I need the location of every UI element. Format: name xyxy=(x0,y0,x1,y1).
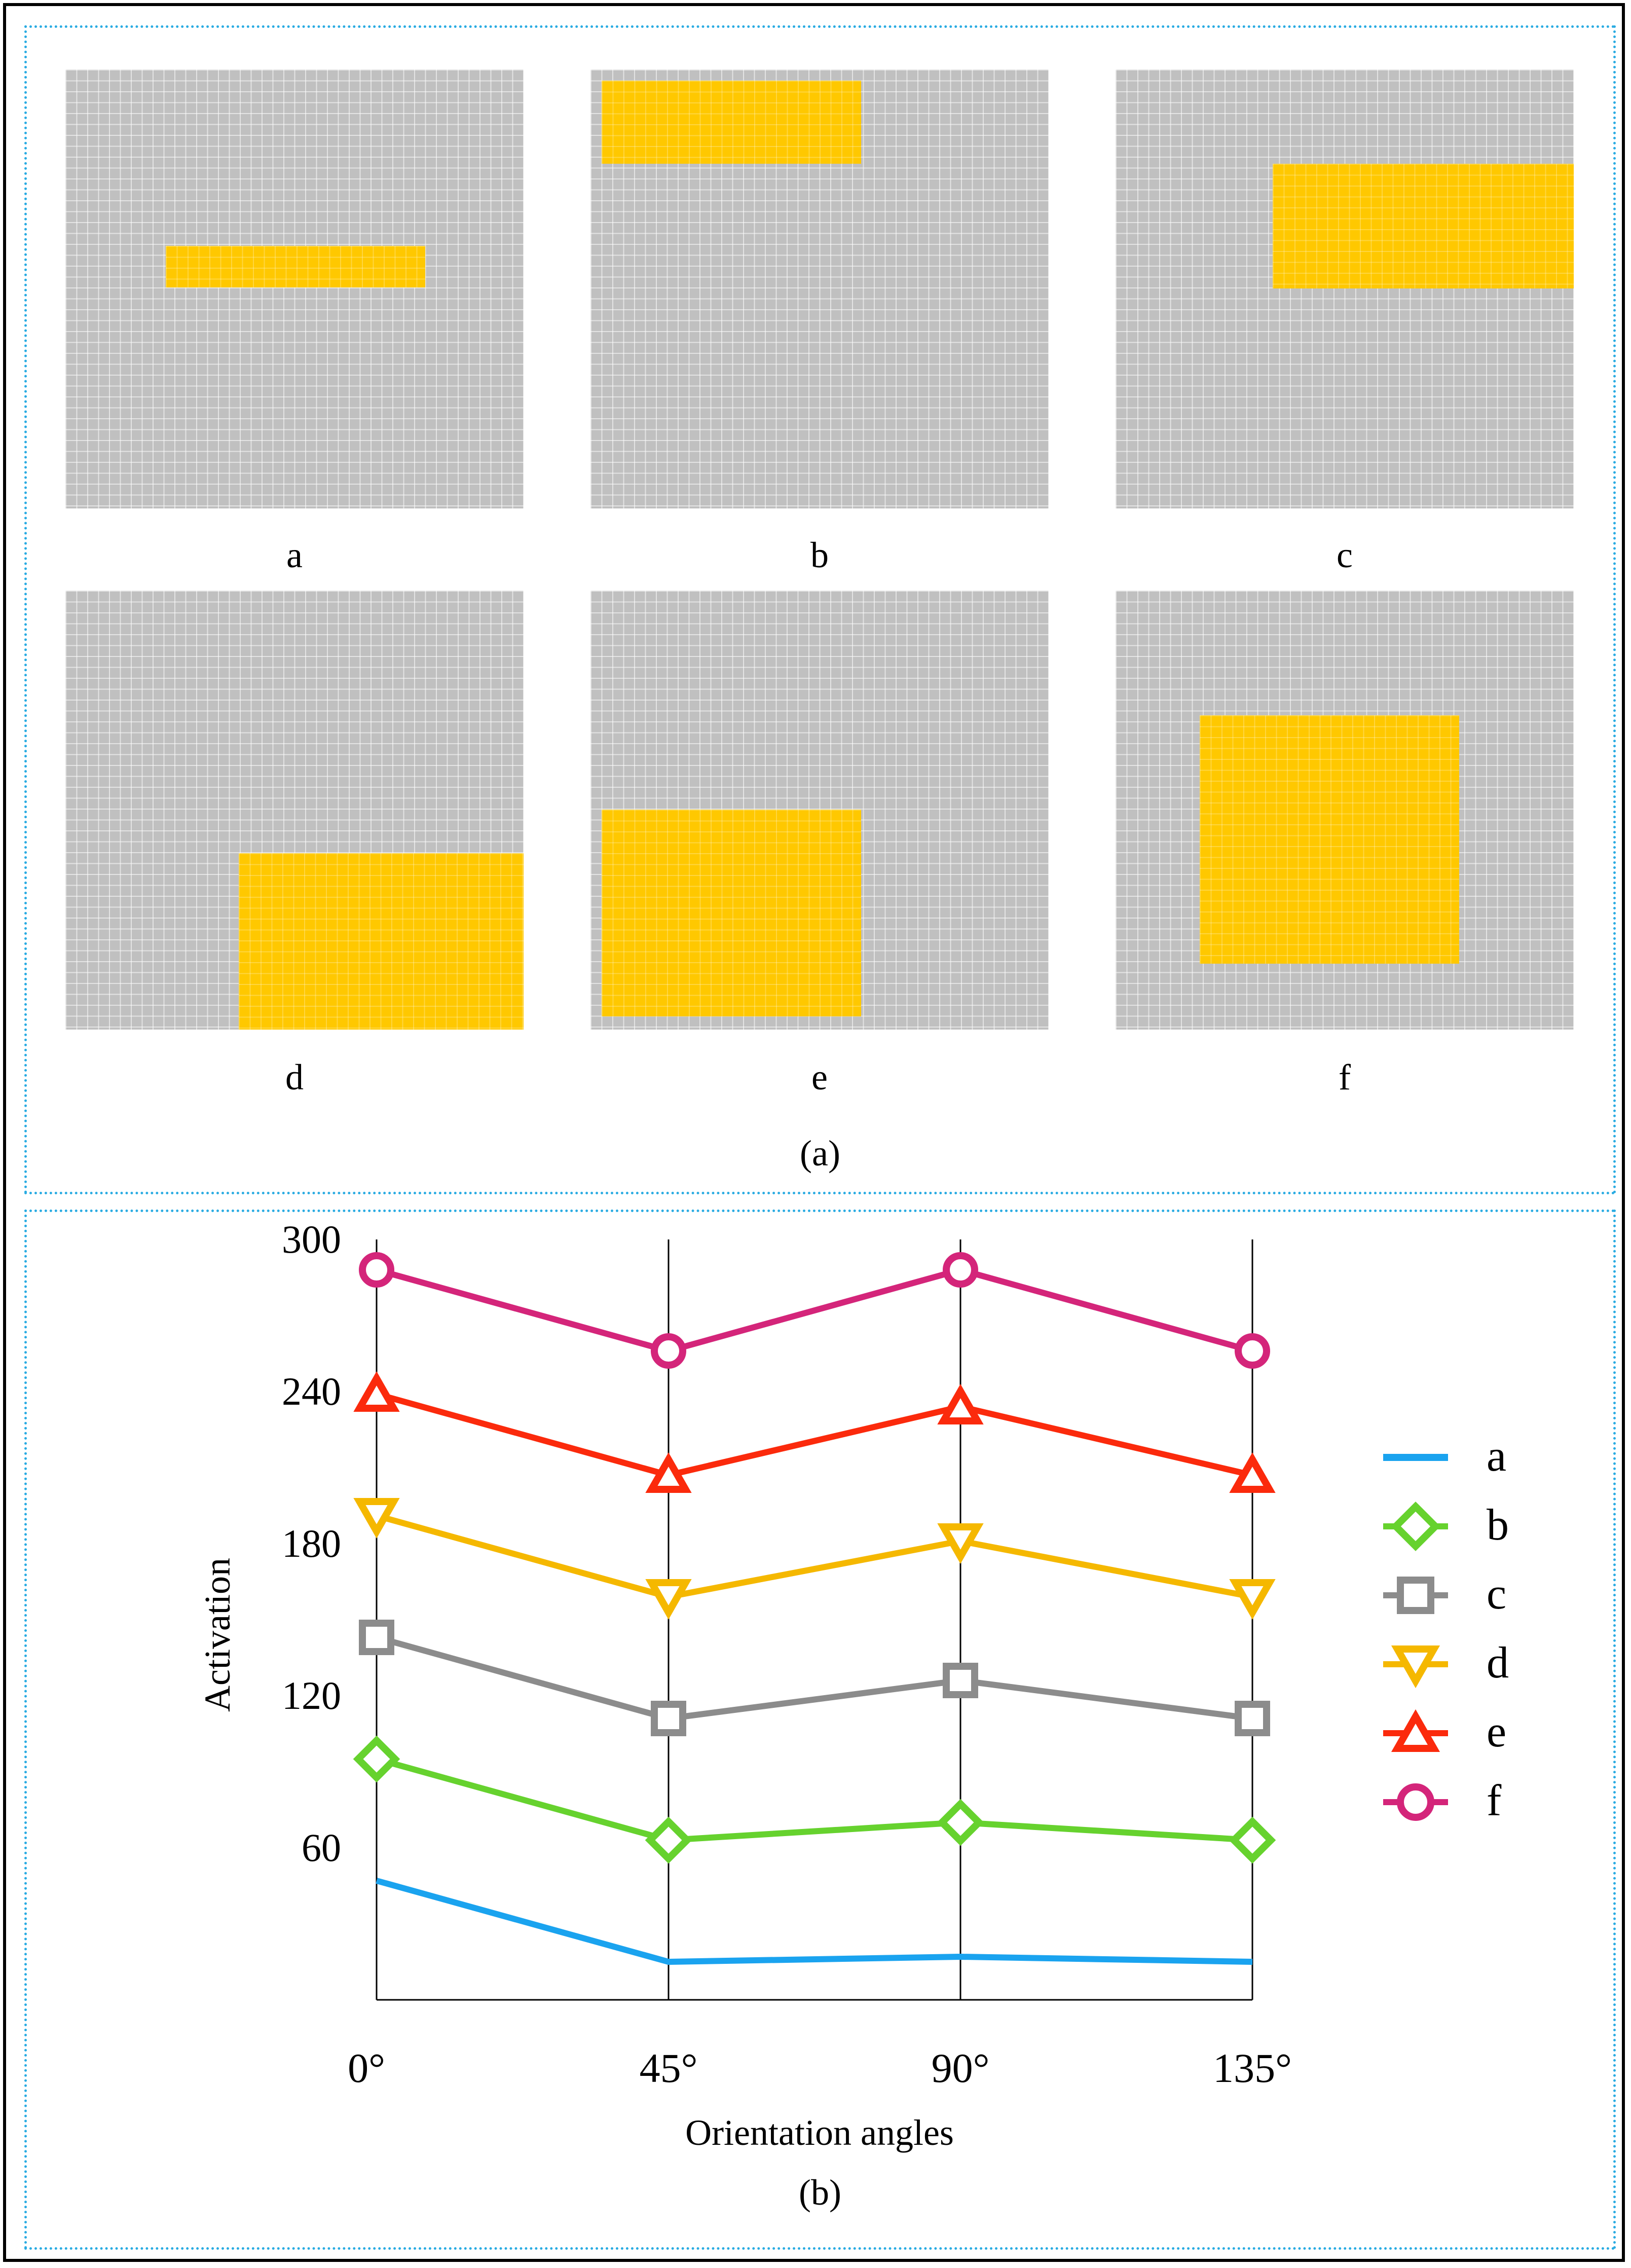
panel-b-caption: (b) xyxy=(799,2172,841,2213)
line-chart: 60 120 180 240 300 0° 45° 90° 135° Orientation an… xyxy=(197,1217,1509,2153)
legend-swatch-e xyxy=(1391,1709,1440,1752)
data-point-b xyxy=(645,1816,692,1864)
legend-swatch-d xyxy=(1391,1645,1440,1689)
y-tick-label: 60 xyxy=(302,1825,341,1870)
data-point-f xyxy=(943,1252,978,1288)
panel-a: a b c d e f (a) xyxy=(24,25,1616,1194)
data-point-f xyxy=(1235,1333,1270,1369)
data-point-e xyxy=(937,1384,984,1424)
data-point-e xyxy=(1229,1452,1276,1493)
legend-label: a xyxy=(1487,1432,1506,1481)
image-label: e xyxy=(811,1057,828,1098)
x-tick-label: 45° xyxy=(640,2045,698,2091)
y-tick-label: 180 xyxy=(282,1521,341,1565)
highlight-region xyxy=(239,853,524,1030)
series-line-f xyxy=(376,1267,1253,1354)
legend-label: f xyxy=(1487,1776,1502,1825)
x-tick-label: 90° xyxy=(932,2045,990,2091)
grid-image-b xyxy=(590,69,1049,508)
legend-label: e xyxy=(1487,1707,1506,1757)
panel-b: 60 120 180 240 300 0° 45° 90° 135° Orientation an… xyxy=(24,1210,1616,2250)
data-point-c xyxy=(943,1663,978,1698)
data-point-b xyxy=(937,1799,984,1846)
data-point-d xyxy=(937,1523,984,1564)
grid-image-c xyxy=(1116,69,1574,508)
data-point-f xyxy=(651,1333,686,1369)
data-point-d xyxy=(1229,1579,1276,1620)
legend-label: d xyxy=(1487,1638,1509,1688)
data-point-c xyxy=(359,1620,394,1655)
data-point-c xyxy=(1235,1701,1270,1736)
highlight-region xyxy=(602,81,861,164)
image-label: f xyxy=(1339,1057,1351,1098)
y-tick-label: 300 xyxy=(282,1217,341,1261)
data-point-e xyxy=(645,1452,692,1493)
highlight-region xyxy=(602,810,861,1016)
image-label: d xyxy=(285,1057,304,1098)
grid-image-e xyxy=(590,591,1049,1030)
data-point-b xyxy=(1229,1816,1276,1864)
image-label: c xyxy=(1337,535,1353,575)
data-point-f xyxy=(359,1252,394,1288)
legend-swatch-b xyxy=(1391,1502,1440,1551)
grid-image-d xyxy=(65,591,524,1030)
image-label: a xyxy=(286,535,303,575)
series-line-c xyxy=(376,1634,1253,1722)
legend-swatch-f xyxy=(1397,1783,1434,1821)
x-axis-label: Orientation angles xyxy=(685,2112,954,2153)
data-point-e xyxy=(353,1371,400,1412)
data-point-d xyxy=(353,1498,400,1539)
y-tick-label: 240 xyxy=(282,1369,341,1413)
legend-swatch-c xyxy=(1397,1577,1434,1614)
y-tick-label: 120 xyxy=(282,1673,341,1717)
legend-label: b xyxy=(1487,1501,1509,1550)
figure-frame: a b c d e f (a) 60 120 180 240 300 0° 45° 90° 13… xyxy=(3,3,1625,2262)
data-point-d xyxy=(645,1579,692,1620)
grid-image-a xyxy=(65,69,524,508)
x-tick-label: 135° xyxy=(1213,2045,1292,2091)
legend-label: c xyxy=(1487,1569,1506,1619)
series-line-b xyxy=(376,1756,1253,1843)
highlight-region xyxy=(1200,715,1459,964)
highlight-region xyxy=(1273,164,1574,288)
series-line-e xyxy=(376,1391,1253,1478)
y-axis-label: Activation xyxy=(197,1558,238,1712)
image-label: b xyxy=(810,535,829,575)
series-line-d xyxy=(376,1513,1253,1600)
highlight-region xyxy=(166,246,425,287)
series-line-a xyxy=(376,1878,1253,1965)
grid-image-f xyxy=(1116,591,1574,1030)
x-tick-label: 0° xyxy=(348,2045,385,2091)
data-point-b xyxy=(353,1735,400,1783)
panel-a-caption: (a) xyxy=(800,1133,840,1174)
data-point-c xyxy=(651,1701,686,1736)
